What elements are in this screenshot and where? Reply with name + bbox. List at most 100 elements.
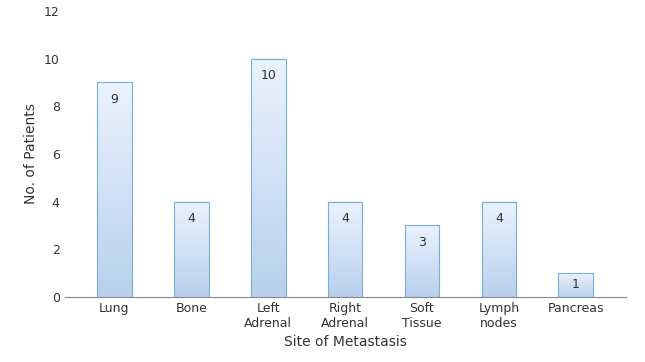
Bar (482, 245, 516, 246)
Bar (251, 249, 286, 251)
Bar (97, 266, 132, 267)
Bar (404, 256, 439, 257)
Bar (174, 210, 208, 211)
Bar (328, 257, 362, 258)
Bar (328, 235, 362, 236)
Bar (251, 151, 286, 153)
Bar (174, 236, 208, 237)
Bar (97, 206, 132, 207)
Bar (97, 139, 132, 140)
Bar (97, 126, 132, 127)
Bar (251, 180, 286, 181)
Bar (97, 82, 132, 83)
Bar (97, 122, 132, 123)
Bar (404, 244, 439, 245)
Bar (404, 228, 439, 229)
Bar (404, 229, 439, 230)
Bar (404, 250, 439, 251)
Bar (251, 236, 286, 237)
Bar (251, 215, 286, 216)
Bar (251, 274, 286, 275)
Bar (174, 260, 208, 261)
Bar (97, 290, 132, 291)
Bar (251, 97, 286, 98)
Bar (404, 255, 439, 256)
Bar (251, 218, 286, 219)
Bar (97, 138, 132, 139)
Bar (97, 151, 132, 152)
Bar (404, 266, 439, 267)
Bar (482, 277, 516, 278)
Bar (97, 148, 132, 149)
Bar (482, 243, 516, 244)
Bar (251, 266, 286, 267)
Bar (482, 233, 516, 234)
Bar (328, 234, 362, 235)
Bar (328, 234, 362, 235)
Bar (404, 278, 439, 279)
Bar (404, 259, 439, 260)
Bar (328, 255, 362, 256)
Bar (97, 129, 132, 130)
Bar (328, 266, 362, 267)
Bar (97, 141, 132, 142)
Bar (97, 130, 132, 131)
Bar (482, 254, 516, 255)
Bar (251, 88, 286, 89)
Bar (251, 279, 286, 280)
Bar (97, 270, 132, 271)
Bar (251, 185, 286, 186)
Bar (97, 91, 132, 92)
Bar (251, 94, 286, 96)
Bar (251, 137, 286, 138)
Bar (251, 223, 286, 224)
Bar (251, 232, 286, 234)
Bar (404, 242, 439, 243)
Bar (174, 214, 208, 215)
Bar (482, 261, 516, 262)
Bar (251, 224, 286, 225)
Bar (328, 219, 362, 220)
Bar (97, 243, 132, 244)
Bar (174, 262, 208, 263)
Bar (97, 272, 132, 273)
Bar (97, 244, 132, 245)
Bar (328, 271, 362, 272)
Bar (482, 282, 516, 283)
Bar (251, 110, 286, 111)
Bar (97, 295, 132, 296)
Bar (174, 291, 208, 292)
Bar (97, 183, 132, 184)
Bar (97, 190, 132, 191)
Bar (251, 63, 286, 64)
Bar (251, 68, 286, 69)
Bar (251, 269, 286, 271)
Bar (174, 202, 208, 203)
Bar (97, 288, 132, 289)
Bar (174, 230, 208, 231)
Bar (482, 244, 516, 245)
Bar (97, 170, 132, 171)
Bar (328, 222, 362, 223)
Bar (328, 296, 362, 297)
Bar (251, 191, 286, 192)
Bar (404, 248, 439, 249)
Bar (328, 274, 362, 275)
Bar (251, 74, 286, 75)
Bar (97, 198, 132, 199)
Bar (404, 239, 439, 240)
Bar (251, 228, 286, 229)
Bar (97, 225, 132, 226)
Bar (482, 239, 516, 240)
Bar (97, 132, 132, 133)
Bar (251, 210, 286, 211)
Bar (251, 231, 286, 232)
Bar (404, 293, 439, 294)
Bar (328, 231, 362, 232)
Bar (97, 219, 132, 220)
Bar (97, 259, 132, 260)
Bar (251, 165, 286, 166)
Bar (97, 188, 132, 189)
Bar (251, 280, 286, 281)
Bar (404, 272, 439, 273)
